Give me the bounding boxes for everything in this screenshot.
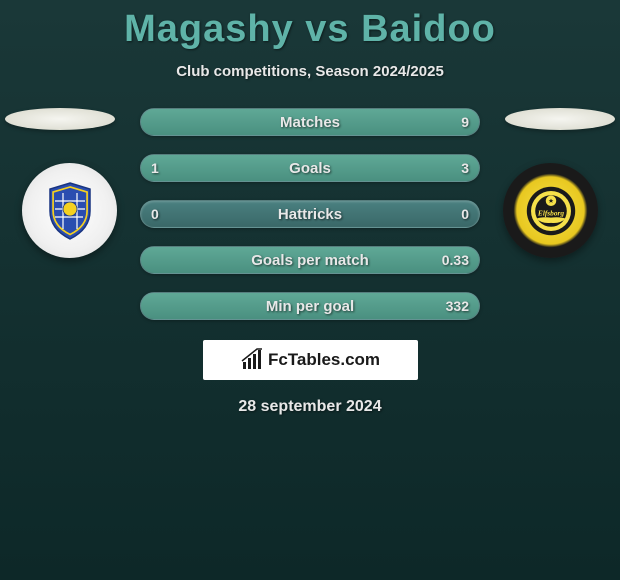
stats-list: Matches 9 1 Goals 3 0 Hattricks 0 Goals …: [140, 108, 480, 320]
brand-badge[interactable]: FcTables.com: [203, 340, 418, 380]
team-badge-left: [22, 163, 117, 258]
stat-label: Hattricks: [278, 206, 342, 223]
stat-row-min-per-goal: Min per goal 332: [140, 292, 480, 320]
stat-value-right: 0.33: [442, 252, 469, 268]
brand-text: FcTables.com: [268, 350, 380, 370]
match-date: 28 september 2024: [0, 398, 620, 416]
stat-value-left: 1: [151, 160, 159, 176]
stat-fill-right: [226, 155, 480, 181]
comparison-panel: Elfsborg Matches 9 1 Goals 3 0 Hattricks…: [0, 108, 620, 416]
stat-row-goals: 1 Goals 3: [140, 154, 480, 182]
stat-label: Goals: [289, 160, 331, 177]
page-title: Magashy vs Baidoo: [0, 0, 620, 51]
team-badge-right: Elfsborg: [503, 163, 598, 258]
stat-value-right: 332: [446, 298, 469, 314]
stat-value-right: 9: [461, 114, 469, 130]
stat-value-left: 0: [151, 206, 159, 222]
stat-label: Goals per match: [251, 252, 369, 269]
stat-row-hattricks: 0 Hattricks 0: [140, 200, 480, 228]
stat-value-right: 0: [461, 206, 469, 222]
player-disc-right: [505, 108, 615, 130]
player-disc-left: [5, 108, 115, 130]
stat-row-goals-per-match: Goals per match 0.33: [140, 246, 480, 274]
chart-icon: [240, 348, 264, 372]
stat-value-right: 3: [461, 160, 469, 176]
stat-label: Matches: [280, 114, 340, 131]
subtitle: Club competitions, Season 2024/2025: [0, 63, 620, 80]
svg-text:Elfsborg: Elfsborg: [536, 208, 563, 217]
stat-label: Min per goal: [266, 298, 354, 315]
crest-icon: Elfsborg: [526, 181, 576, 241]
shield-icon: [45, 181, 95, 241]
stat-row-matches: Matches 9: [140, 108, 480, 136]
